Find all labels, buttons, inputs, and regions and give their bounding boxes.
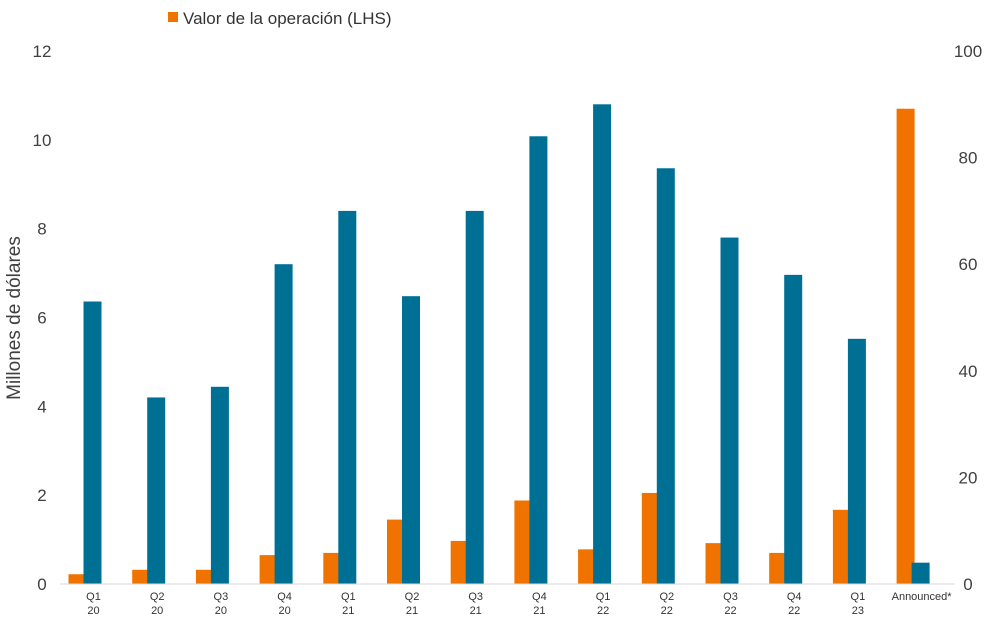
bar-deal-count xyxy=(402,296,420,584)
category-label: Announced* xyxy=(892,591,953,603)
bar-deal-value xyxy=(259,555,278,584)
right-tick-label: 0 xyxy=(963,575,972,594)
bar-deal-count xyxy=(847,338,866,584)
category-labels: Q1 20 Q2 20 Q3 20 Q4 20 Q1 21 Q2 21 Q3 21 Q4 21 Q1 22 Q2 22… xyxy=(86,591,952,617)
bar-deal-count xyxy=(147,397,166,584)
bar-deal-value xyxy=(68,574,87,584)
right-tick-label: 60 xyxy=(959,255,978,274)
left-tick-label: 2 xyxy=(37,486,46,505)
bar-deal-value xyxy=(769,552,788,584)
bar-deal-count xyxy=(465,210,484,584)
left-axis-ticks: 0 2 4 6 8 10 12 xyxy=(33,42,52,594)
bar-deal-value xyxy=(832,509,851,584)
category-label: Q4 xyxy=(532,591,547,603)
category-label: 20 xyxy=(215,605,227,617)
bar-deal-value xyxy=(705,543,724,584)
bar-deal-count xyxy=(656,168,675,584)
legend-swatch xyxy=(168,12,178,22)
category-label: 20 xyxy=(151,605,163,617)
left-tick-label: 10 xyxy=(33,131,52,150)
bar-deal-value xyxy=(450,540,469,584)
bar-deal-count xyxy=(274,264,293,584)
category-label: 21 xyxy=(470,605,482,617)
category-label: Q3 xyxy=(723,591,738,603)
right-tick-label: 20 xyxy=(959,468,978,487)
bar-deal-value xyxy=(323,552,342,584)
bar-deal-count xyxy=(593,104,612,585)
bar-deal-value xyxy=(387,519,405,584)
left-tick-label: 4 xyxy=(37,397,46,416)
bar-deal-count xyxy=(784,274,803,584)
category-label: Q1 xyxy=(851,591,866,603)
bar-deal-count xyxy=(210,386,229,584)
category-label: Q2 xyxy=(405,591,420,603)
bar-deal-value xyxy=(578,549,597,584)
bar-deal-value xyxy=(514,500,533,584)
category-label: Q4 xyxy=(787,591,802,603)
bar-deal-count xyxy=(911,562,930,584)
category-label: 21 xyxy=(533,605,545,617)
bar-deal-count xyxy=(83,301,102,584)
category-label: Q1 xyxy=(341,591,356,603)
category-label: Q3 xyxy=(214,591,229,603)
bar-deal-value xyxy=(896,108,915,584)
category-label: 23 xyxy=(852,605,864,617)
left-tick-label: 6 xyxy=(37,309,46,328)
bar-deal-value xyxy=(641,492,660,584)
category-label: 20 xyxy=(278,605,290,617)
right-tick-label: 100 xyxy=(954,42,982,61)
bar-deal-value xyxy=(195,569,214,584)
category-label: 21 xyxy=(342,605,354,617)
category-label: Q3 xyxy=(468,591,483,603)
left-tick-label: 12 xyxy=(33,42,52,61)
right-tick-label: 80 xyxy=(959,149,978,168)
category-label: 22 xyxy=(788,605,800,617)
bar-deal-count xyxy=(529,136,548,584)
category-label: 20 xyxy=(87,605,99,617)
category-label: Q1 xyxy=(596,591,611,603)
category-label: 21 xyxy=(406,605,418,617)
legend-label: Valor de la operación (LHS) xyxy=(183,9,392,28)
bar-deal-value xyxy=(132,569,151,584)
category-label: Q1 xyxy=(86,591,101,603)
legend: Valor de la operación (LHS) xyxy=(168,9,392,28)
category-label: 22 xyxy=(724,605,736,617)
left-tick-label: 8 xyxy=(37,220,46,239)
bars xyxy=(68,104,930,585)
category-label: Q2 xyxy=(659,591,674,603)
bar-deal-count xyxy=(338,210,357,584)
left-tick-label: 0 xyxy=(37,575,46,594)
right-tick-label: 40 xyxy=(959,362,978,381)
category-label: Q4 xyxy=(277,591,292,603)
category-label: Q2 xyxy=(150,591,165,603)
category-label: 22 xyxy=(661,605,673,617)
right-axis-ticks: 0 20 40 60 80 100 xyxy=(954,42,982,594)
y-axis-title: Millones de dólares xyxy=(4,236,25,400)
category-label: 22 xyxy=(597,605,609,617)
bar-deal-count xyxy=(720,237,739,585)
